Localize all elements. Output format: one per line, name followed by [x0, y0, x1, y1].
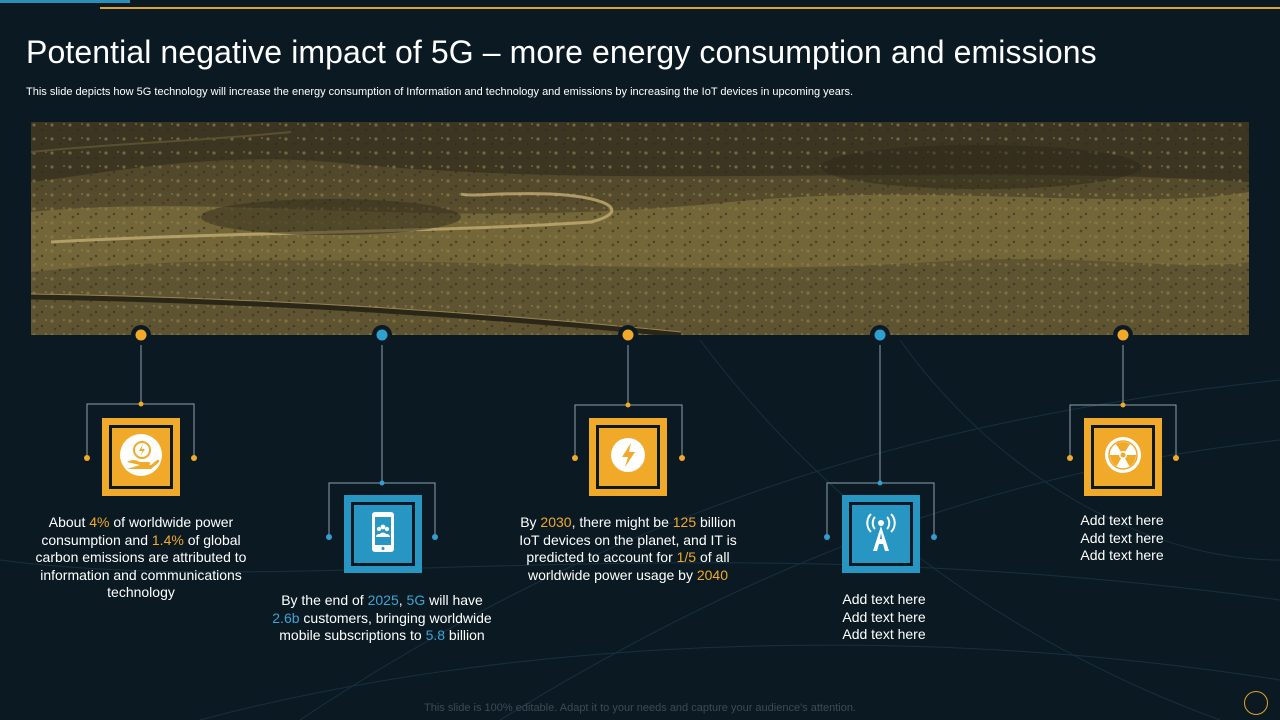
- item-4-text: Add text here Add text here Add text her…: [842, 591, 926, 643]
- item-1-text: About 4% of worldwide power consumption …: [35, 514, 247, 601]
- landscape-banner-image: [31, 122, 1249, 335]
- antenna-icon-box: [842, 495, 920, 573]
- footer-note: This slide is 100% editable. Adapt it to…: [424, 702, 856, 714]
- lightning-icon: [605, 432, 651, 483]
- power-usage-icon-box: [589, 418, 667, 496]
- item-5-text: Add text here Add text here Add text her…: [1080, 512, 1164, 564]
- item-3-text: By 2030, there might be 125 billion IoT …: [519, 514, 737, 583]
- top-accent-bar-blue: [0, 0, 130, 3]
- mobile-subscriptions-icon-box: [344, 495, 422, 573]
- mobile-users-icon: [360, 509, 406, 560]
- antenna-icon: [858, 509, 904, 560]
- energy-consumption-icon-box: [102, 418, 180, 496]
- page-title: Potential negative impact of 5G – more e…: [26, 34, 1097, 70]
- nuclear-icon: [1100, 432, 1146, 483]
- energy-hand-icon: [118, 432, 164, 483]
- top-accent-bar-gold: [100, 7, 1280, 9]
- corner-circle-decoration: [1244, 691, 1268, 715]
- item-2-text: By the end of 2025, 5G will have 2.6b cu…: [272, 592, 492, 644]
- page-subtitle: This slide depicts how 5G technology wil…: [26, 86, 854, 98]
- emissions-icon-box: [1084, 418, 1162, 496]
